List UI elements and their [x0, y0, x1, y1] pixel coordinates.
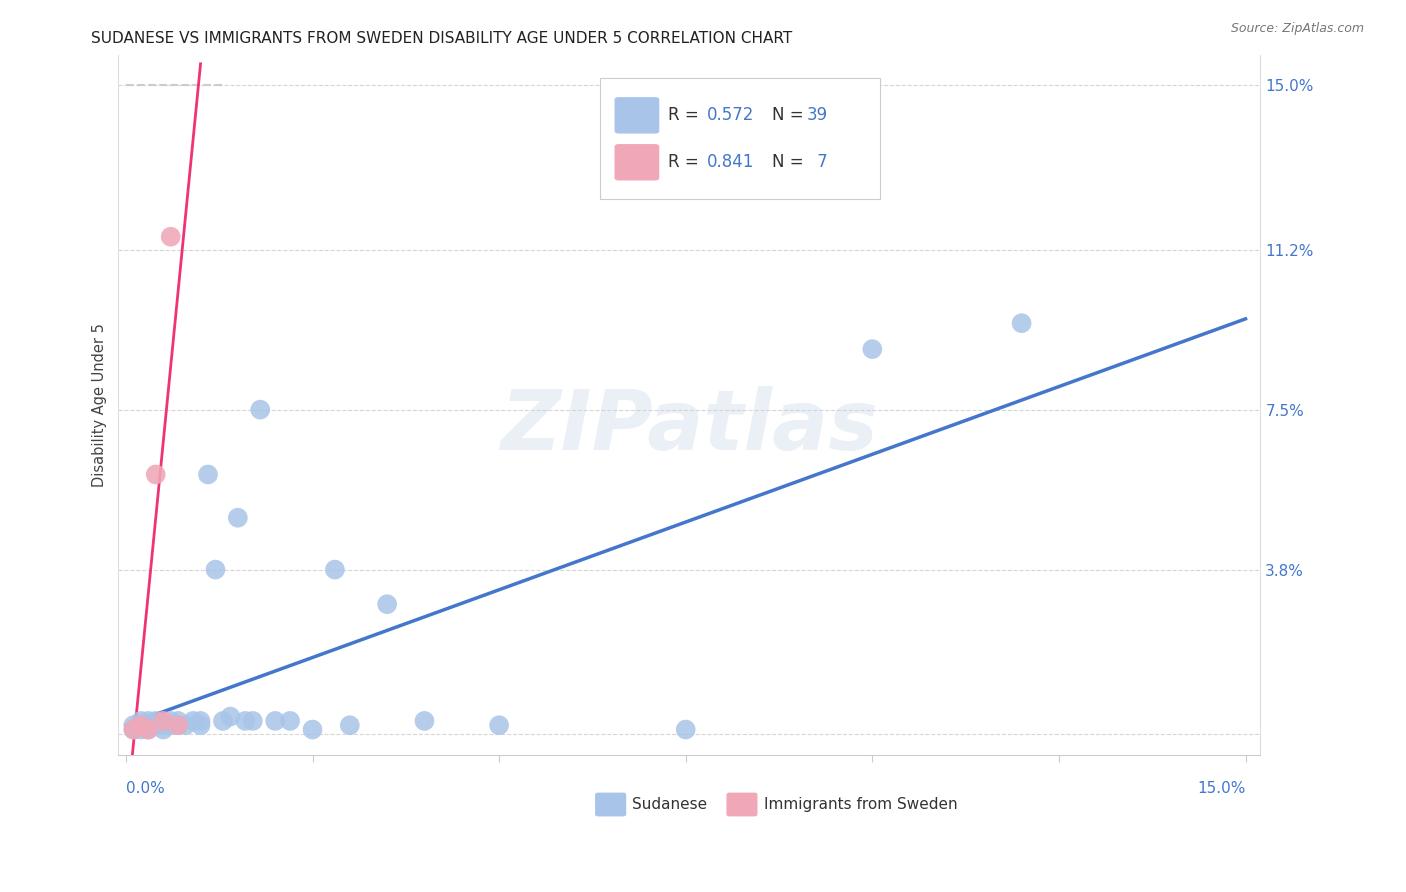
Point: [301, 723, 323, 737]
Point: [219, 709, 242, 723]
Point: [145, 467, 167, 482]
FancyBboxPatch shape: [616, 145, 658, 180]
Point: [129, 714, 152, 728]
Point: [136, 714, 159, 728]
Point: [159, 714, 181, 728]
Point: [190, 714, 212, 728]
Point: [122, 723, 145, 737]
Point: [136, 723, 159, 737]
Point: [167, 714, 190, 728]
Text: 0.0%: 0.0%: [127, 781, 165, 797]
Text: 0.841: 0.841: [707, 153, 754, 170]
FancyBboxPatch shape: [596, 793, 626, 815]
Text: R =: R =: [668, 153, 704, 170]
Point: [145, 718, 167, 732]
Text: ZIPatlas: ZIPatlas: [501, 386, 879, 467]
Point: [174, 718, 197, 732]
Point: [152, 718, 174, 732]
Point: [167, 718, 190, 732]
FancyBboxPatch shape: [727, 793, 756, 815]
Point: [190, 718, 212, 732]
Point: [1011, 316, 1033, 330]
Point: [136, 718, 159, 732]
Text: R =: R =: [668, 105, 704, 124]
Text: Sudanese: Sudanese: [633, 797, 707, 812]
Point: [152, 714, 174, 728]
Point: [413, 714, 436, 728]
Point: [226, 510, 249, 524]
Point: [249, 402, 271, 417]
Point: [122, 718, 145, 732]
Point: [860, 342, 883, 356]
Point: [278, 714, 301, 728]
Text: 39: 39: [807, 105, 828, 124]
Text: N =: N =: [772, 105, 808, 124]
Point: [233, 714, 256, 728]
Point: [167, 718, 190, 732]
Point: [339, 718, 361, 732]
Point: [204, 563, 226, 577]
Point: [152, 723, 174, 737]
Point: [212, 714, 235, 728]
FancyBboxPatch shape: [616, 98, 658, 133]
Text: Immigrants from Sweden: Immigrants from Sweden: [763, 797, 957, 812]
Point: [242, 714, 264, 728]
Point: [136, 723, 159, 737]
Point: [675, 723, 697, 737]
Point: [145, 714, 167, 728]
Text: 7: 7: [811, 153, 827, 170]
Point: [129, 723, 152, 737]
Point: [375, 597, 398, 611]
Text: N =: N =: [772, 153, 808, 170]
Point: [323, 563, 346, 577]
FancyBboxPatch shape: [600, 78, 880, 199]
Text: 15.0%: 15.0%: [1197, 781, 1246, 797]
Point: [159, 718, 181, 732]
Point: [264, 714, 287, 728]
Point: [488, 718, 510, 732]
Text: Source: ZipAtlas.com: Source: ZipAtlas.com: [1230, 22, 1364, 36]
Text: 0.572: 0.572: [707, 105, 754, 124]
Point: [159, 229, 181, 244]
Point: [129, 718, 152, 732]
Y-axis label: Disability Age Under 5: Disability Age Under 5: [93, 324, 107, 487]
Point: [197, 467, 219, 482]
Text: SUDANESE VS IMMIGRANTS FROM SWEDEN DISABILITY AGE UNDER 5 CORRELATION CHART: SUDANESE VS IMMIGRANTS FROM SWEDEN DISAB…: [91, 31, 793, 46]
Point: [129, 718, 152, 732]
Point: [181, 714, 204, 728]
Point: [122, 723, 145, 737]
